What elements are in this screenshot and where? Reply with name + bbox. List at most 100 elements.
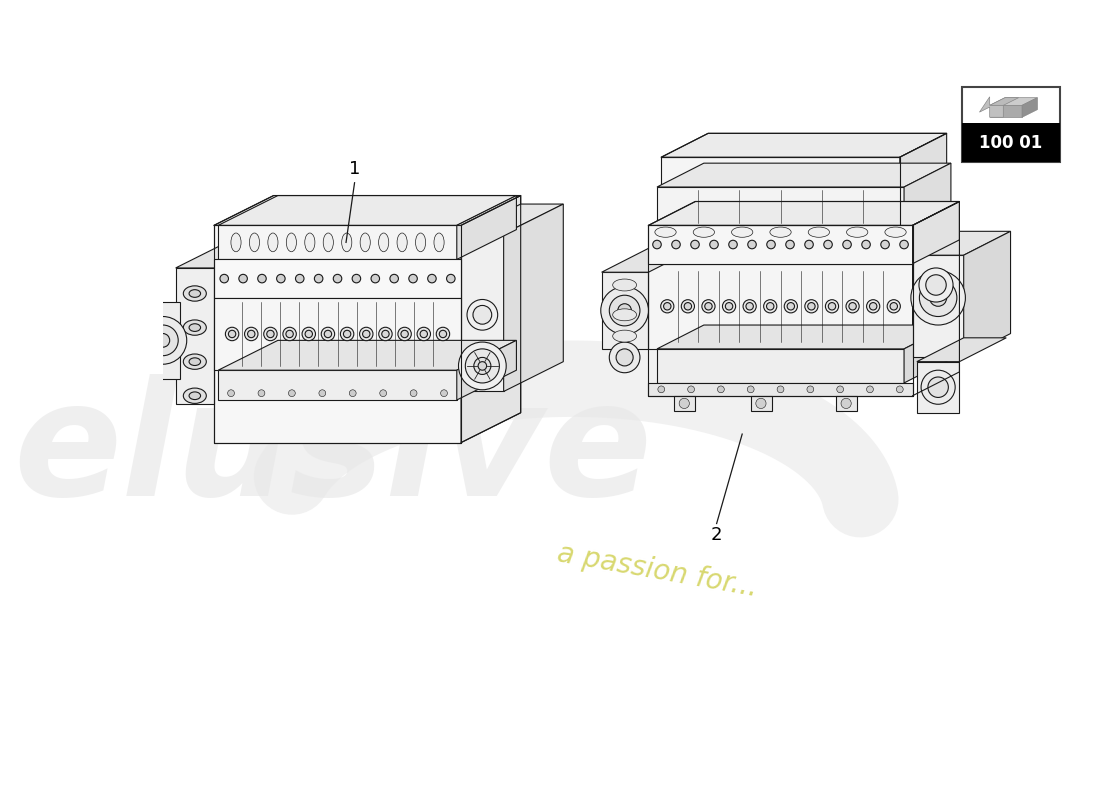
Polygon shape xyxy=(214,195,520,226)
Circle shape xyxy=(226,327,239,341)
Circle shape xyxy=(828,302,836,310)
Circle shape xyxy=(468,299,497,330)
Ellipse shape xyxy=(613,309,637,321)
Circle shape xyxy=(257,274,266,283)
Polygon shape xyxy=(146,302,180,378)
Circle shape xyxy=(266,330,274,338)
Circle shape xyxy=(264,327,277,341)
Ellipse shape xyxy=(305,233,315,252)
Circle shape xyxy=(229,330,235,338)
Circle shape xyxy=(321,327,334,341)
Circle shape xyxy=(244,327,258,341)
Circle shape xyxy=(767,302,774,310)
Circle shape xyxy=(663,302,671,310)
Circle shape xyxy=(276,274,285,283)
Circle shape xyxy=(473,306,492,324)
Polygon shape xyxy=(176,268,214,404)
Circle shape xyxy=(767,240,775,249)
FancyBboxPatch shape xyxy=(962,87,1060,162)
Circle shape xyxy=(746,302,754,310)
Polygon shape xyxy=(657,325,950,349)
Ellipse shape xyxy=(378,233,388,252)
Polygon shape xyxy=(176,238,274,268)
Ellipse shape xyxy=(231,233,241,252)
Circle shape xyxy=(890,302,898,310)
Polygon shape xyxy=(979,97,1003,118)
Polygon shape xyxy=(964,231,1011,358)
Circle shape xyxy=(784,300,798,313)
Polygon shape xyxy=(649,226,913,264)
Circle shape xyxy=(437,327,450,341)
Circle shape xyxy=(763,300,777,313)
Ellipse shape xyxy=(184,286,207,301)
Ellipse shape xyxy=(184,388,207,403)
Polygon shape xyxy=(218,195,516,226)
Circle shape xyxy=(843,240,851,249)
Circle shape xyxy=(609,295,640,326)
Circle shape xyxy=(340,327,354,341)
Ellipse shape xyxy=(847,227,868,238)
Ellipse shape xyxy=(360,233,371,252)
Circle shape xyxy=(156,334,169,347)
Circle shape xyxy=(747,386,755,393)
Circle shape xyxy=(417,327,430,341)
Ellipse shape xyxy=(184,320,207,335)
Text: 085: 085 xyxy=(860,286,947,327)
Circle shape xyxy=(777,386,784,393)
Circle shape xyxy=(147,325,178,356)
Circle shape xyxy=(616,349,634,366)
Ellipse shape xyxy=(250,233,260,252)
Text: 100 01: 100 01 xyxy=(979,134,1043,152)
Circle shape xyxy=(315,274,323,283)
Circle shape xyxy=(672,240,680,249)
Ellipse shape xyxy=(342,233,352,252)
Circle shape xyxy=(911,270,966,325)
Circle shape xyxy=(139,317,187,364)
Polygon shape xyxy=(904,325,950,383)
Circle shape xyxy=(930,290,947,306)
Circle shape xyxy=(283,327,296,341)
Circle shape xyxy=(382,330,389,338)
Circle shape xyxy=(601,286,649,334)
Ellipse shape xyxy=(267,233,278,252)
Circle shape xyxy=(900,240,909,249)
Circle shape xyxy=(837,386,844,393)
Ellipse shape xyxy=(189,290,200,298)
Polygon shape xyxy=(990,106,1022,118)
Polygon shape xyxy=(661,134,947,157)
Circle shape xyxy=(609,342,640,373)
Circle shape xyxy=(658,386,664,393)
Polygon shape xyxy=(990,98,1019,106)
Circle shape xyxy=(920,279,957,317)
Polygon shape xyxy=(750,396,772,411)
Circle shape xyxy=(785,240,794,249)
Circle shape xyxy=(684,302,692,310)
Circle shape xyxy=(725,302,733,310)
Circle shape xyxy=(691,240,700,249)
Circle shape xyxy=(928,377,948,398)
Polygon shape xyxy=(657,349,904,383)
Circle shape xyxy=(302,327,316,341)
Circle shape xyxy=(618,304,631,318)
Polygon shape xyxy=(661,157,900,187)
Circle shape xyxy=(661,300,674,313)
Circle shape xyxy=(439,330,447,338)
Circle shape xyxy=(343,330,351,338)
Circle shape xyxy=(239,274,248,283)
Ellipse shape xyxy=(613,279,637,291)
Polygon shape xyxy=(990,98,1037,106)
Circle shape xyxy=(717,386,724,393)
Circle shape xyxy=(688,386,694,393)
Polygon shape xyxy=(461,195,520,442)
Circle shape xyxy=(805,300,818,313)
Polygon shape xyxy=(913,202,959,264)
Circle shape xyxy=(324,330,331,338)
Circle shape xyxy=(679,398,690,409)
Circle shape xyxy=(788,302,794,310)
Circle shape xyxy=(296,274,304,283)
Circle shape xyxy=(228,390,234,397)
Polygon shape xyxy=(218,226,456,259)
Circle shape xyxy=(220,274,229,283)
Polygon shape xyxy=(649,383,913,396)
Circle shape xyxy=(918,268,953,302)
